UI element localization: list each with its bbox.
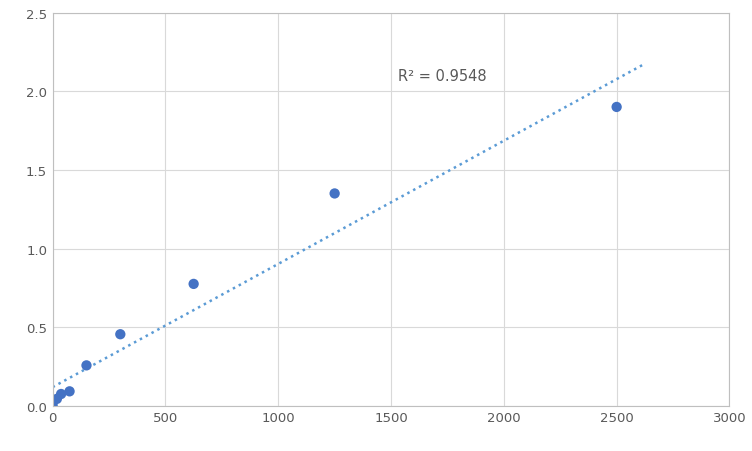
Text: R² = 0.9548: R² = 0.9548 [398,69,487,84]
Point [63,388,75,395]
Point [114,331,126,338]
Point [47,402,59,409]
Point [80,362,92,369]
Point [55,391,67,398]
Point [611,104,623,111]
Point [187,281,199,288]
Point [51,396,63,403]
Point [329,190,341,198]
